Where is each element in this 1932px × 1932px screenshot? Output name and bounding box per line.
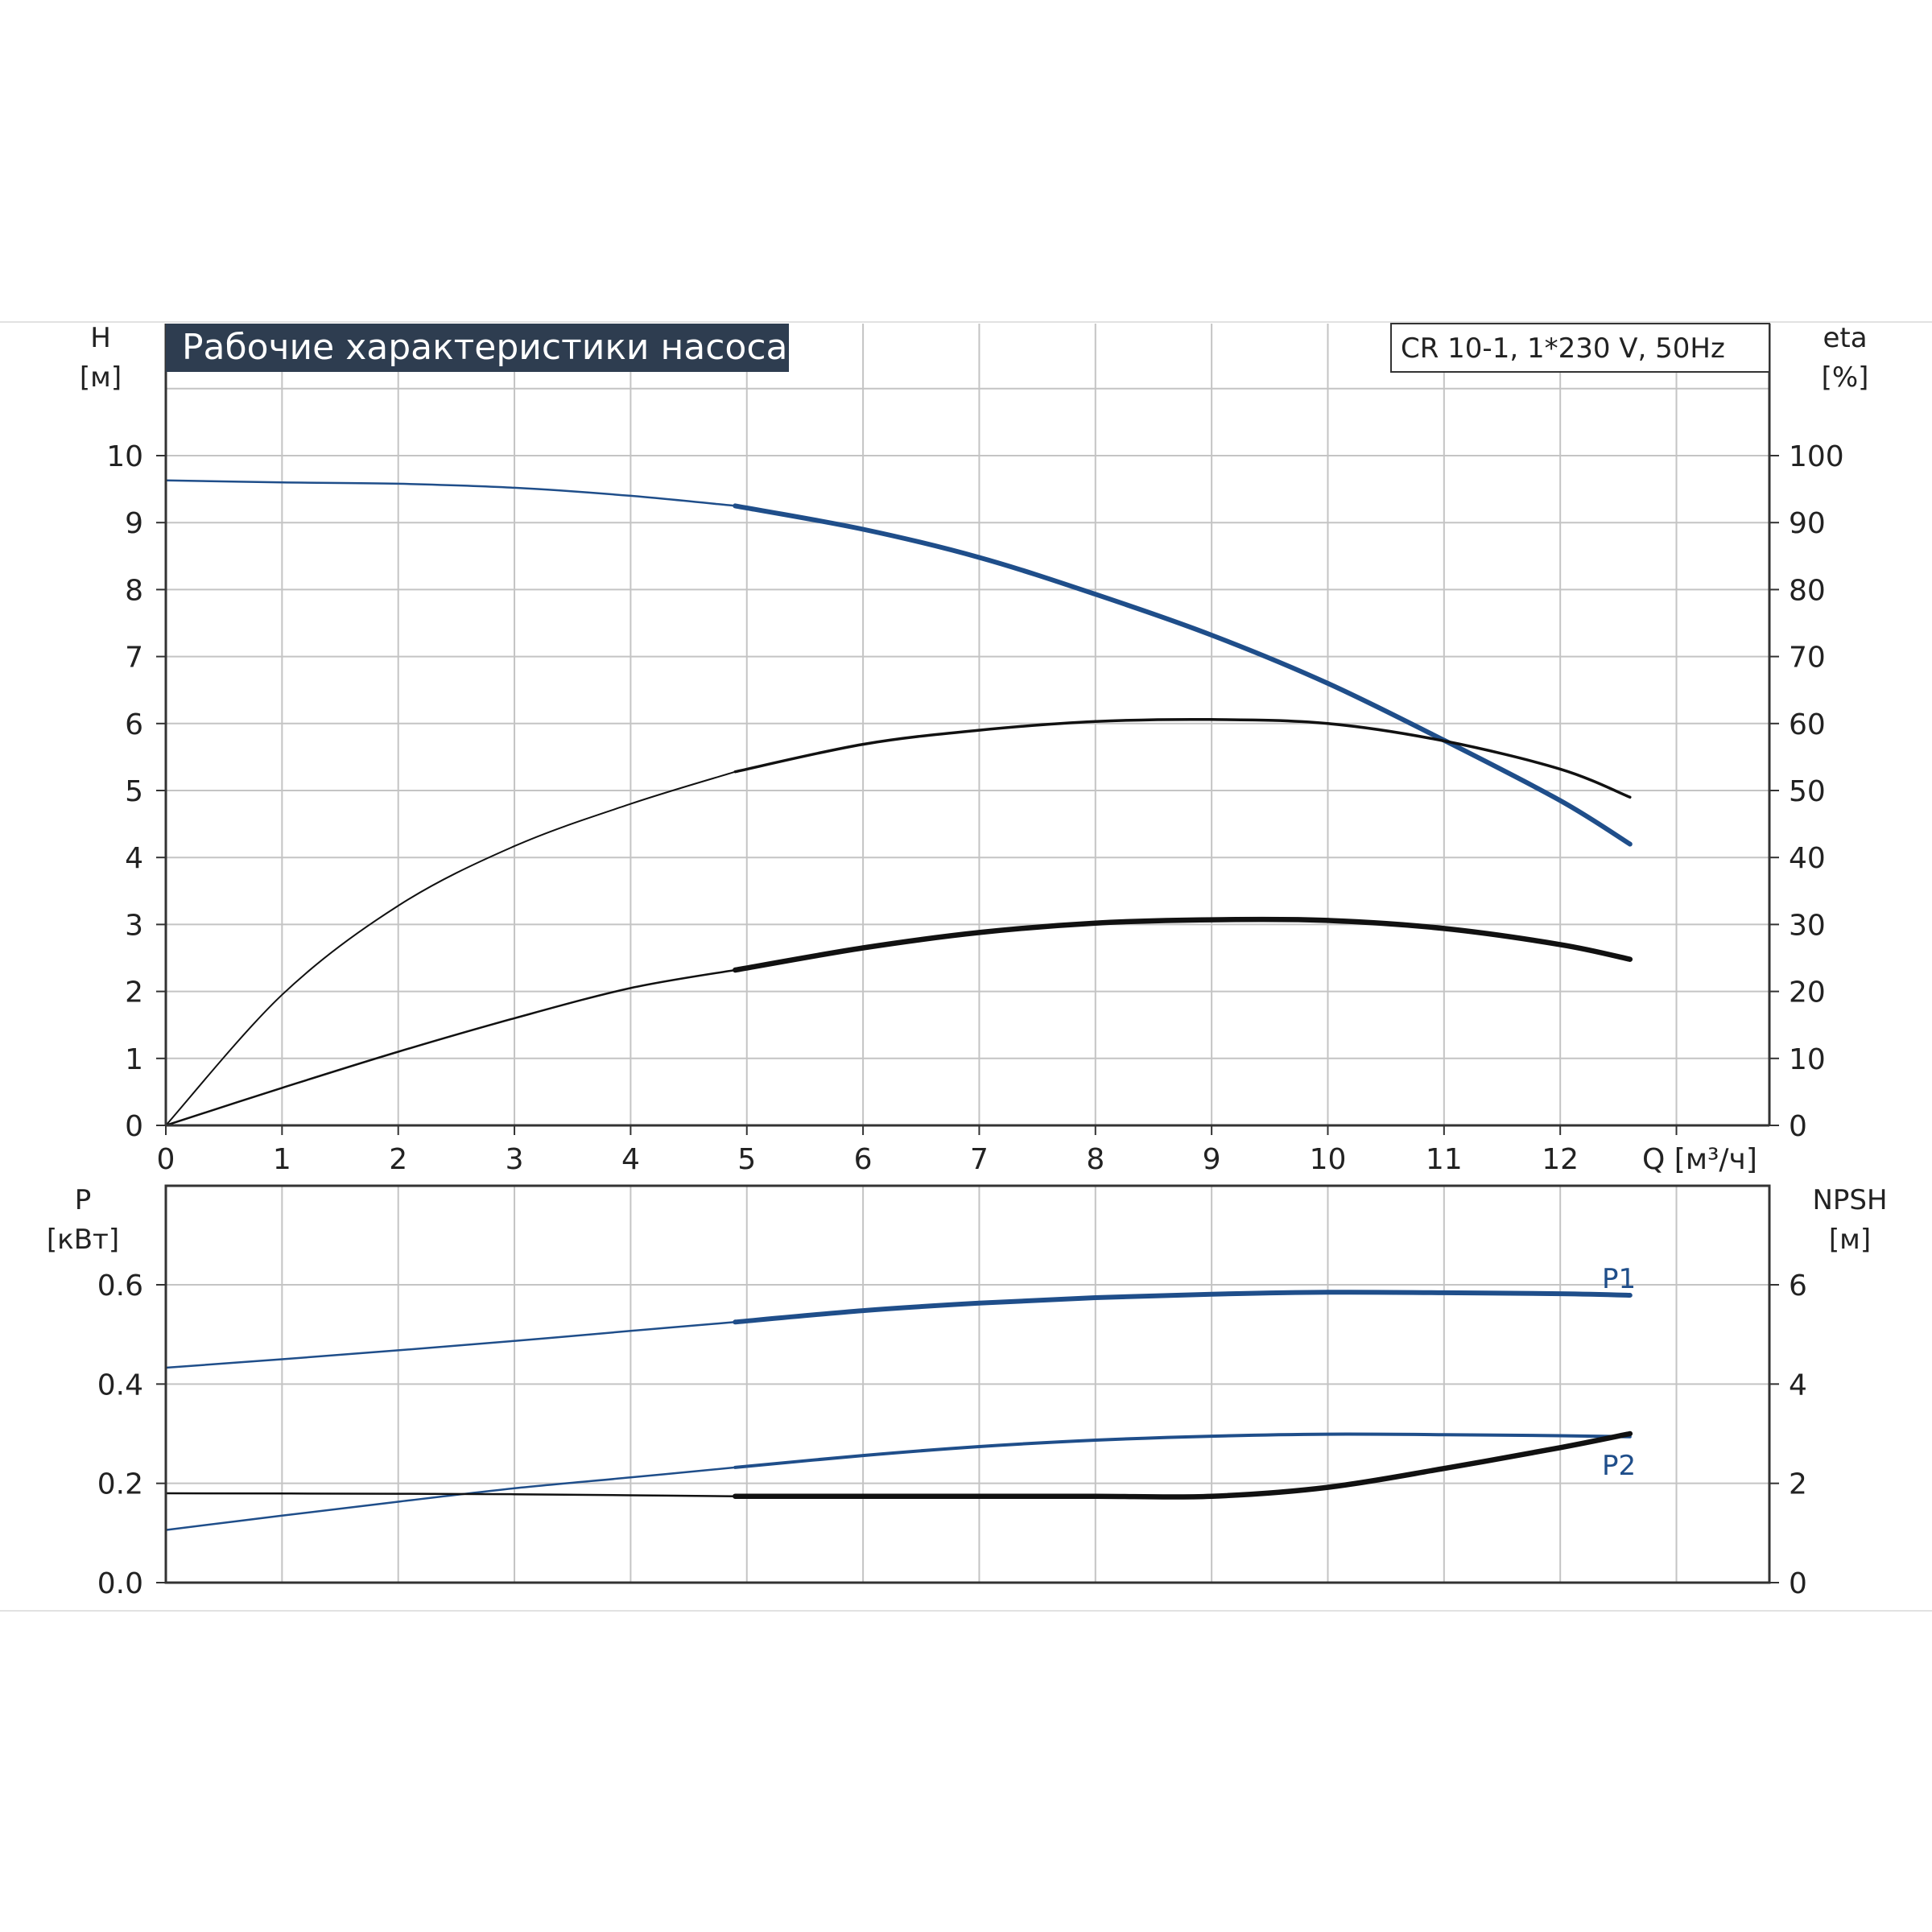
head-axis-unit: [м] (80, 361, 122, 394)
npsh-axis-unit: [м] (1829, 1224, 1871, 1256)
head-tick-label: 8 (125, 574, 143, 607)
chart-title-box (166, 324, 789, 372)
power-axis-label: P (75, 1184, 92, 1216)
series-label-p1: P1 (1602, 1263, 1636, 1295)
head-tick-label: 0 (125, 1110, 143, 1143)
head-tick-label: 1 (125, 1043, 143, 1076)
eta-curve-thin (165, 770, 737, 1126)
power-tick-label: 0.0 (97, 1567, 143, 1600)
eta-tick-label: 10 (1789, 1043, 1826, 1076)
chart-title: Рабочие характеристики насоса (182, 327, 787, 368)
flow-tick-label: 8 (1086, 1143, 1104, 1176)
flow-tick-label: 10 (1310, 1143, 1347, 1176)
npsh-tick-label: 6 (1789, 1269, 1807, 1302)
npsh-tick-label: 4 (1789, 1368, 1807, 1402)
power-tick-label: 0.4 (97, 1368, 143, 1402)
p1-curve-thin (164, 1321, 737, 1369)
flow-tick-label: 3 (506, 1143, 524, 1176)
head-tick-label: 7 (125, 642, 143, 675)
top-chart-grid (166, 324, 1769, 1125)
flow-tick-label: 12 (1542, 1143, 1579, 1176)
npsh-tick-label: 2 (1789, 1468, 1807, 1501)
npsh-axis-label: NPSH (1812, 1184, 1887, 1216)
model-label: CR 10-1, 1*230 V, 50Hz (1401, 332, 1725, 365)
flow-tick-label: 9 (1203, 1143, 1221, 1176)
eta-tick-label: 50 (1789, 775, 1826, 808)
flow-tick-label: 0 (157, 1143, 175, 1176)
eta-tick-label: 100 (1789, 440, 1844, 473)
head-curve (733, 503, 1633, 847)
head-tick-label: 3 (125, 909, 143, 942)
series-label-p2: P2 (1602, 1450, 1636, 1482)
flow-tick-label: 6 (854, 1143, 873, 1176)
flow-tick-label: 7 (970, 1143, 989, 1176)
head-tick-label: 2 (125, 976, 143, 1009)
power-tick-label: 0.2 (97, 1468, 143, 1501)
head-tick-label: 10 (106, 440, 143, 473)
eta-total-curve (733, 916, 1633, 973)
model-box (1390, 323, 1770, 373)
npsh-tick-label: 0 (1789, 1567, 1807, 1600)
p1-curve (733, 1290, 1633, 1325)
flow-axis-label: Q [м³/ч] (1642, 1143, 1757, 1176)
eta-tick-label: 90 (1789, 507, 1826, 540)
eta-tick-label: 30 (1789, 909, 1826, 942)
eta-tick-label: 70 (1789, 642, 1826, 675)
npsh-curve-thin (164, 1492, 737, 1497)
head-tick-label: 5 (125, 775, 143, 808)
eta-axis-unit: [%] (1822, 361, 1869, 394)
bottom-chart-grid (166, 1186, 1769, 1583)
flow-tick-label: 1 (273, 1143, 291, 1176)
eta-curve (733, 717, 1632, 799)
power-axis-unit: [кВт] (47, 1224, 119, 1256)
head-curve-thin (164, 479, 737, 507)
p2-curve (733, 1432, 1632, 1469)
eta-total-curve-thin (164, 968, 737, 1127)
eta-tick-label: 80 (1789, 574, 1826, 607)
eta-tick-label: 40 (1789, 842, 1826, 875)
p2-curve-thin (164, 1466, 737, 1531)
head-axis-label: H (90, 322, 111, 354)
eta-tick-label: 0 (1789, 1110, 1807, 1143)
curves (164, 479, 1633, 1531)
head-tick-label: 9 (125, 507, 143, 540)
chart-frames (156, 324, 1779, 1584)
eta-tick-label: 60 (1789, 708, 1826, 741)
flow-tick-label: 5 (737, 1143, 756, 1176)
head-tick-label: 4 (125, 842, 143, 875)
flow-tick-label: 11 (1426, 1143, 1463, 1176)
flow-tick-label: 2 (389, 1143, 407, 1176)
eta-axis-label: eta (1823, 322, 1867, 354)
npsh-curve (733, 1430, 1633, 1500)
flow-tick-label: 4 (621, 1143, 640, 1176)
eta-tick-label: 20 (1789, 976, 1826, 1009)
power-tick-label: 0.6 (97, 1269, 143, 1302)
head-tick-label: 6 (125, 708, 143, 741)
